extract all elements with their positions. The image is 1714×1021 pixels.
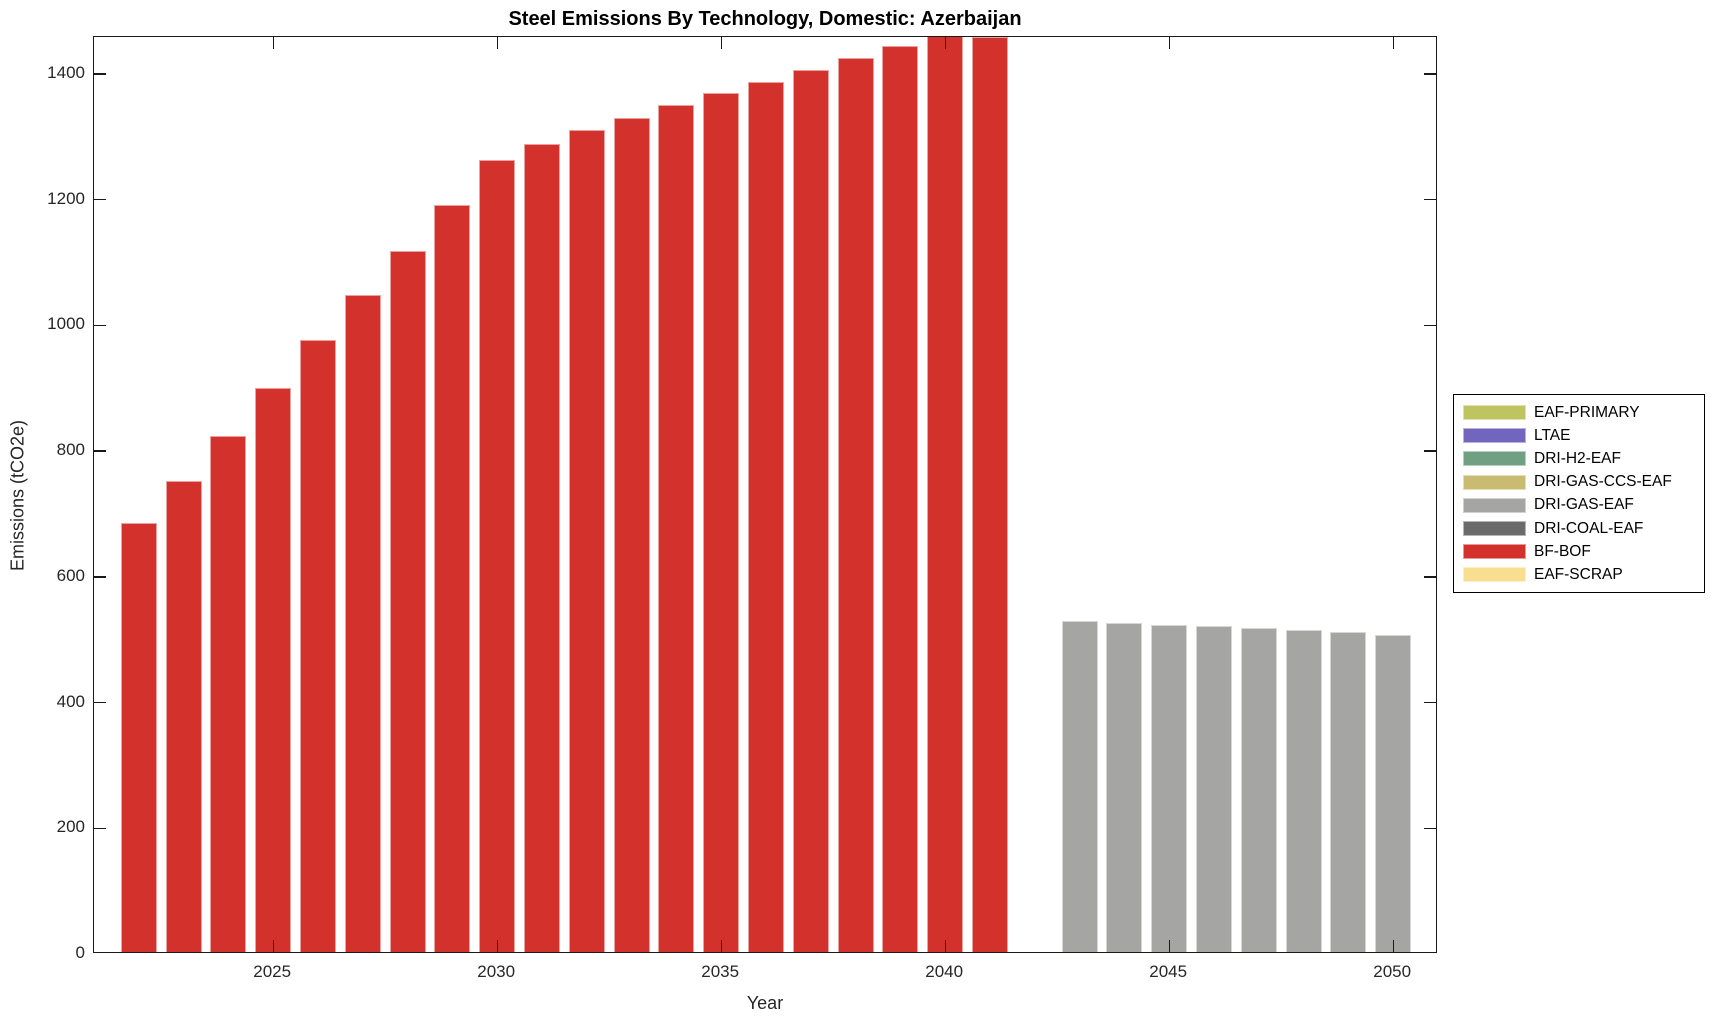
legend-row: DRI-GAS-EAF <box>1463 494 1704 517</box>
bar-DRI-GAS-EAF-2049 <box>1330 632 1367 952</box>
legend-row: EAF-PRIMARY <box>1463 401 1704 424</box>
bar-BF-BOF-2027 <box>344 294 381 952</box>
y-tick-mark <box>94 576 106 578</box>
bar-BF-BOF-2024 <box>210 436 247 952</box>
bar-DRI-GAS-EAF-2043 <box>1061 621 1098 952</box>
legend-row: LTAE <box>1463 424 1704 447</box>
legend-label: EAF-PRIMARY <box>1534 403 1640 421</box>
bar-BF-BOF-2023 <box>165 480 202 952</box>
x-tick-label: 2035 <box>701 962 740 981</box>
y-axis-label: Emissions (tCO2e) <box>7 419 28 572</box>
y-tick-mark <box>94 701 106 704</box>
legend-row: EAF-SCRAP <box>1463 563 1704 586</box>
bar-BF-BOF-2026 <box>300 339 336 952</box>
legend-label: LTAE <box>1534 426 1571 444</box>
y-tick-label: 800 <box>56 440 85 460</box>
y-tick-mark <box>1424 827 1436 829</box>
y-tick-mark <box>1424 199 1436 201</box>
x-tick-mark <box>272 37 274 49</box>
x-tick-mark <box>1392 37 1394 49</box>
x-tick-mark <box>1392 940 1394 952</box>
y-tick-mark <box>94 324 106 327</box>
bar-DRI-GAS-EAF-2047 <box>1240 628 1277 952</box>
bar-DRI-GAS-EAF-2045 <box>1151 624 1188 952</box>
y-tick-label: 200 <box>56 817 85 837</box>
legend-label: DRI-H2-EAF <box>1534 449 1621 467</box>
y-tick-label: 400 <box>56 691 85 711</box>
x-tick-label: 2040 <box>925 962 964 981</box>
bar-BF-BOF-2039 <box>882 46 919 952</box>
x-tick-mark <box>720 37 722 49</box>
x-tick-label: 2025 <box>253 962 292 981</box>
bar-BF-BOF-2035 <box>703 93 740 952</box>
x-tick-mark <box>1168 940 1170 952</box>
bar-BF-BOF-2022 <box>120 522 157 952</box>
legend-swatch-LTAE <box>1463 428 1526 444</box>
legend-label: EAF-SCRAP <box>1534 565 1623 583</box>
x-tick-label: 2050 <box>1373 962 1412 981</box>
y-tick-mark <box>94 73 106 75</box>
y-tick-mark <box>1424 450 1436 452</box>
x-tick-label: 2030 <box>477 962 516 981</box>
x-tick-mark <box>496 940 498 952</box>
y-tick-mark <box>94 827 106 829</box>
chart-title: Steel Emissions By Technology, Domestic:… <box>508 8 1022 30</box>
y-tick-mark <box>94 199 106 201</box>
legend-row: BF-BOF <box>1463 540 1704 563</box>
bar-BF-BOF-2032 <box>568 129 605 952</box>
bar-DRI-GAS-EAF-2046 <box>1196 626 1232 952</box>
y-tick-label: 600 <box>56 565 85 585</box>
legend-label: DRI-COAL-EAF <box>1534 519 1644 537</box>
y-tick-label: 1200 <box>47 188 85 208</box>
bar-BF-BOF-2041 <box>972 37 1008 952</box>
y-tick-label: 0 <box>75 943 85 962</box>
bar-BF-BOF-2029 <box>434 204 471 952</box>
x-tick-mark <box>944 940 946 952</box>
bar-BF-BOF-2033 <box>613 117 650 952</box>
bar-BF-BOF-2031 <box>524 143 560 952</box>
bar-DRI-GAS-EAF-2050 <box>1375 634 1412 952</box>
x-tick-mark <box>496 37 498 49</box>
y-tick-mark <box>1424 324 1436 327</box>
y-tick-mark <box>1424 701 1436 704</box>
y-tick-label: 1000 <box>47 314 85 334</box>
legend-swatch-DRI-GAS-CCS-EAF <box>1463 474 1526 490</box>
bar-BF-BOF-2030 <box>479 160 516 952</box>
legend-swatch-DRI-COAL-EAF <box>1463 521 1526 537</box>
bar-BF-BOF-2040 <box>927 37 964 952</box>
legend-row: DRI-COAL-EAF <box>1463 517 1704 540</box>
legend-row: DRI-H2-EAF <box>1463 447 1704 470</box>
x-tick-mark <box>720 940 722 952</box>
x-tick-mark <box>1168 37 1170 49</box>
y-tick-mark <box>94 450 106 452</box>
legend-swatch-DRI-H2-EAF <box>1463 451 1526 467</box>
x-tick-label: 2045 <box>1149 962 1188 981</box>
y-tick-mark <box>1424 73 1436 75</box>
x-axis-label: Year <box>746 993 784 1013</box>
bar-BF-BOF-2028 <box>389 250 426 952</box>
bar-DRI-GAS-EAF-2048 <box>1285 630 1322 952</box>
legend-swatch-EAF-SCRAP <box>1463 567 1526 583</box>
bar-BF-BOF-2034 <box>658 104 695 952</box>
legend-row: DRI-GAS-CCS-EAF <box>1463 471 1704 494</box>
legend-label: DRI-GAS-EAF <box>1534 496 1634 514</box>
legend-swatch-BF-BOF <box>1463 544 1526 560</box>
x-tick-mark <box>944 37 946 49</box>
y-tick-mark <box>1424 576 1436 578</box>
bar-BF-BOF-2037 <box>792 70 829 952</box>
y-tick-label: 1400 <box>47 63 85 83</box>
plot-area <box>93 36 1437 953</box>
legend-label: DRI-GAS-CCS-EAF <box>1534 473 1672 491</box>
legend-swatch-DRI-GAS-EAF <box>1463 497 1526 513</box>
bar-BF-BOF-2025 <box>255 388 292 952</box>
legend-label: BF-BOF <box>1534 542 1591 560</box>
legend-swatch-EAF-PRIMARY <box>1463 405 1526 421</box>
bar-BF-BOF-2036 <box>748 81 784 952</box>
bar-DRI-GAS-EAF-2044 <box>1106 623 1143 952</box>
x-tick-mark <box>272 940 274 952</box>
bar-BF-BOF-2038 <box>837 57 874 952</box>
legend: EAF-PRIMARY LTAE DRI-H2-EAF DRI-GAS-CCS-EAF… <box>1453 394 1705 593</box>
